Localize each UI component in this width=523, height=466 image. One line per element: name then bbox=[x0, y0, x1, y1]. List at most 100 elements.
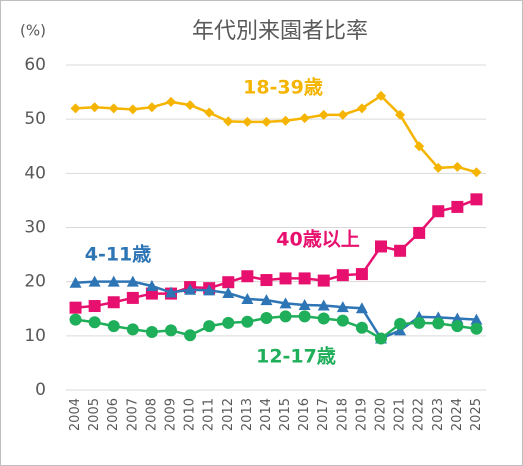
data-point bbox=[395, 109, 406, 120]
data-point bbox=[203, 284, 216, 296]
data-point bbox=[165, 324, 177, 337]
data-point bbox=[145, 326, 158, 339]
data-point bbox=[145, 280, 158, 291]
chart-title: 年代別来園者比率 bbox=[192, 19, 368, 44]
x-tick-label: 2016 bbox=[297, 398, 312, 431]
data-point bbox=[356, 103, 367, 114]
data-point bbox=[451, 320, 464, 333]
data-point bbox=[394, 244, 407, 257]
data-point bbox=[126, 291, 139, 304]
data-point bbox=[88, 316, 101, 329]
data-point bbox=[432, 317, 445, 330]
data-point bbox=[451, 312, 464, 324]
series-label: 4-11歳 bbox=[85, 244, 152, 266]
data-point bbox=[451, 200, 464, 213]
series-line bbox=[75, 198, 477, 309]
x-tick-label: 2014 bbox=[259, 398, 274, 431]
data-point bbox=[107, 296, 120, 309]
data-point bbox=[89, 102, 100, 113]
x-tick-label: 2013 bbox=[240, 398, 255, 431]
data-point bbox=[127, 104, 138, 115]
y-tick-label: 20 bbox=[24, 272, 46, 292]
data-point bbox=[318, 109, 329, 120]
data-point bbox=[279, 310, 292, 323]
data-point bbox=[241, 293, 254, 304]
data-point bbox=[222, 287, 235, 299]
data-point bbox=[355, 302, 368, 314]
data-point bbox=[107, 320, 120, 333]
data-point bbox=[69, 301, 82, 314]
series-line bbox=[75, 94, 477, 174]
data-point bbox=[107, 275, 120, 287]
data-point bbox=[126, 323, 139, 336]
data-point bbox=[260, 294, 273, 306]
data-point bbox=[204, 107, 215, 118]
data-point bbox=[242, 116, 253, 127]
data-point bbox=[241, 315, 254, 328]
x-tick-label: 2009 bbox=[164, 398, 179, 431]
x-tick-label: 2022 bbox=[412, 398, 427, 431]
data-point bbox=[317, 274, 330, 287]
series-label: 40歳以上 bbox=[276, 229, 359, 251]
data-point bbox=[88, 300, 101, 313]
y-tick-label: 0 bbox=[35, 380, 46, 400]
data-point bbox=[433, 162, 444, 173]
x-tick-label: 2020 bbox=[374, 398, 389, 431]
series-line bbox=[75, 315, 477, 341]
data-point bbox=[146, 102, 157, 113]
y-tick-label: 10 bbox=[24, 326, 46, 346]
data-point bbox=[317, 312, 330, 325]
x-tick-label: 2015 bbox=[278, 398, 293, 431]
data-point bbox=[165, 286, 177, 298]
data-point bbox=[69, 313, 82, 326]
data-point bbox=[414, 141, 425, 152]
data-point bbox=[70, 103, 81, 114]
data-point bbox=[336, 314, 349, 327]
data-point bbox=[279, 272, 292, 285]
data-point bbox=[241, 270, 254, 283]
data-point bbox=[69, 276, 82, 288]
y-axis-label: (%) bbox=[20, 22, 46, 40]
data-point bbox=[355, 321, 368, 334]
data-point bbox=[470, 322, 483, 335]
y-tick-label: 60 bbox=[24, 55, 46, 75]
data-point bbox=[375, 240, 387, 253]
data-point bbox=[88, 275, 101, 287]
data-point bbox=[432, 205, 445, 218]
data-point bbox=[413, 316, 426, 329]
x-tick-label: 2012 bbox=[221, 398, 236, 431]
data-point bbox=[260, 274, 273, 287]
data-point bbox=[260, 311, 273, 324]
data-point bbox=[184, 329, 197, 342]
data-point bbox=[355, 268, 368, 281]
data-point bbox=[298, 310, 311, 323]
x-tick-label: 2019 bbox=[354, 398, 369, 431]
x-tick-label: 2006 bbox=[106, 398, 121, 431]
x-tick-label: 2010 bbox=[183, 398, 198, 431]
x-tick-label: 2007 bbox=[125, 398, 140, 431]
data-point bbox=[376, 90, 386, 101]
data-point bbox=[413, 226, 426, 239]
data-point bbox=[394, 317, 407, 330]
x-tick-label: 2021 bbox=[393, 398, 408, 431]
x-tick-label: 2024 bbox=[450, 398, 465, 431]
data-point bbox=[298, 272, 311, 285]
data-point bbox=[375, 332, 387, 345]
data-point bbox=[126, 275, 139, 287]
data-point bbox=[336, 301, 349, 313]
data-point bbox=[279, 297, 292, 309]
data-point bbox=[298, 298, 311, 310]
x-tick-label: 2011 bbox=[202, 398, 217, 431]
x-tick-label: 2008 bbox=[144, 398, 159, 431]
data-point bbox=[108, 103, 119, 114]
x-tick-label: 2005 bbox=[87, 398, 102, 431]
data-point bbox=[222, 276, 235, 289]
data-point bbox=[184, 283, 197, 295]
x-tick-label: 2023 bbox=[431, 398, 446, 431]
y-tick-label: 30 bbox=[24, 218, 46, 238]
data-point bbox=[337, 109, 348, 120]
data-point bbox=[452, 161, 463, 172]
data-point bbox=[317, 299, 330, 311]
